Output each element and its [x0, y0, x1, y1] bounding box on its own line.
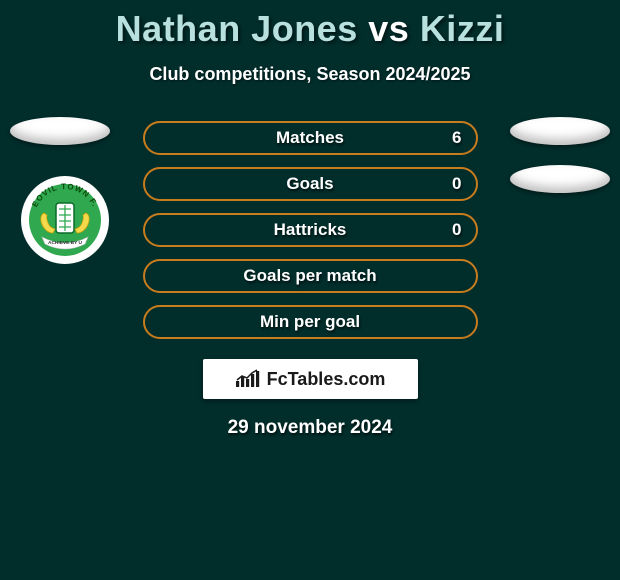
- stat-label: Goals: [286, 174, 333, 194]
- stat-row-goals: Goals 0: [143, 167, 478, 201]
- vs-text: vs: [368, 8, 409, 49]
- player2-photo-placeholder-2: [510, 165, 610, 193]
- bar-chart-icon: [235, 369, 261, 389]
- stat-row-goals-per-match: Goals per match: [143, 259, 478, 293]
- stat-label: Hattricks: [274, 220, 347, 240]
- comparison-title: Nathan Jones vs Kizzi: [0, 0, 620, 50]
- player1-photo-placeholder: [10, 117, 110, 145]
- club-badge-svg: EOVIL TOWN F. ACHIEVE BY U: [20, 175, 110, 265]
- stat-label: Goals per match: [243, 266, 376, 286]
- stat-rows: Matches 6 Goals 0 Hattricks 0 Goals per match M…: [143, 121, 478, 339]
- stats-section: EOVIL TOWN F. ACHIEVE BY U Matches 6 Goals…: [0, 121, 620, 339]
- fctables-logo: FcTables.com: [203, 359, 418, 399]
- stat-row-matches: Matches 6: [143, 121, 478, 155]
- club-badge: EOVIL TOWN F. ACHIEVE BY U: [20, 175, 110, 265]
- stat-label: Matches: [276, 128, 344, 148]
- player2-name: Kizzi: [420, 8, 505, 49]
- player1-name: Nathan Jones: [116, 8, 358, 49]
- stat-label: Min per goal: [260, 312, 360, 332]
- svg-text:ACHIEVE BY U: ACHIEVE BY U: [48, 240, 83, 246]
- subtitle: Club competitions, Season 2024/2025: [0, 64, 620, 85]
- stat-row-hattricks: Hattricks 0: [143, 213, 478, 247]
- stat-value-right: 6: [452, 128, 461, 148]
- stat-value-right: 0: [452, 174, 461, 194]
- fctables-text: FcTables.com: [267, 369, 386, 390]
- date-text: 29 november 2024: [0, 417, 620, 439]
- player2-photo-placeholder-1: [510, 117, 610, 145]
- stat-row-min-per-goal: Min per goal: [143, 305, 478, 339]
- stat-value-right: 0: [452, 220, 461, 240]
